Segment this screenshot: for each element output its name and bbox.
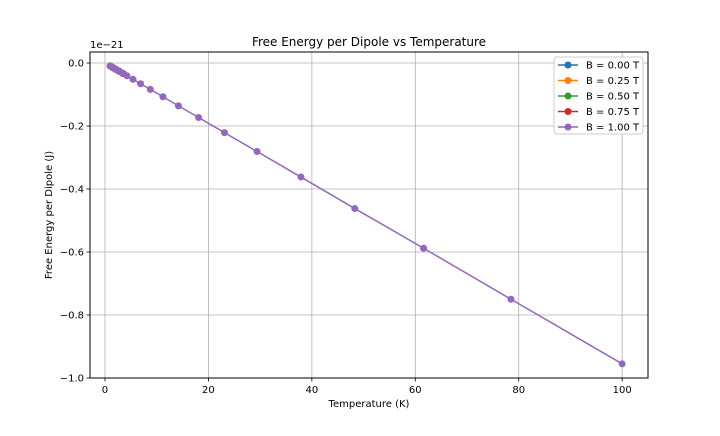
legend-label: B = 0.50 T <box>586 92 640 103</box>
data-point <box>220 129 228 137</box>
data-point <box>420 244 428 252</box>
x-tick-label: 100 <box>613 385 632 396</box>
legend-item: B = 1.00 T <box>558 123 640 134</box>
y-tick-label: 0.0 <box>68 59 84 70</box>
data-point <box>137 80 145 88</box>
legend: B = 0.00 T B = 0.25 T B = 0.50 T B = 0.75 T… <box>553 56 644 135</box>
data-point <box>297 173 305 181</box>
legend-marker <box>564 61 572 69</box>
y-axis-label: Free Energy per Dipole (J) <box>44 151 55 279</box>
legend-label: B = 0.25 T <box>586 76 640 87</box>
data-point <box>195 114 203 122</box>
chart-title: Free Energy per Dipole vs Temperature <box>252 35 486 49</box>
data-point <box>507 295 515 303</box>
data-point <box>351 205 359 213</box>
y-tick-label: −0.2 <box>60 122 84 133</box>
series-4 <box>106 62 626 368</box>
data-point <box>129 75 137 83</box>
legend-marker <box>564 92 572 100</box>
x-tick-label: 40 <box>305 385 318 396</box>
legend-item: B = 0.00 T <box>558 61 640 72</box>
axis-ticks: 0 20 40 60 80 100 0.0 −0.2 −0.4 −0.6 −0.8 −1.0 <box>60 59 632 396</box>
legend-item: B = 0.25 T <box>558 76 640 87</box>
data-point <box>123 72 131 80</box>
y-tick-label: −0.4 <box>60 185 84 196</box>
data-point <box>618 360 626 368</box>
legend-item: B = 0.75 T <box>558 107 640 118</box>
x-tick-label: 20 <box>202 385 215 396</box>
legend-label: B = 0.00 T <box>586 61 640 72</box>
x-tick-label: 60 <box>409 385 422 396</box>
legend-marker <box>564 77 572 84</box>
data-point <box>253 148 261 156</box>
x-tick-label: 80 <box>512 385 525 396</box>
x-tick-label: 0 <box>102 385 108 396</box>
legend-marker <box>564 108 572 115</box>
data-point <box>159 93 167 101</box>
legend-label: B = 1.00 T <box>586 123 640 134</box>
data-point <box>174 102 182 110</box>
legend-item: B = 0.50 T <box>558 92 640 103</box>
y-tick-label: −1.0 <box>60 374 84 385</box>
legend-box <box>553 56 644 135</box>
x-axis-label: Temperature (K) <box>328 399 410 410</box>
plot-area-frame <box>89 51 649 379</box>
series-layer <box>106 62 626 368</box>
legend-label: B = 0.75 T <box>586 107 640 118</box>
data-point <box>146 85 154 93</box>
y-axis-offset-label: 1e−21 <box>90 40 124 51</box>
legend-marker <box>564 123 572 131</box>
y-tick-label: −0.8 <box>60 311 84 322</box>
y-tick-label: −0.6 <box>60 248 84 259</box>
